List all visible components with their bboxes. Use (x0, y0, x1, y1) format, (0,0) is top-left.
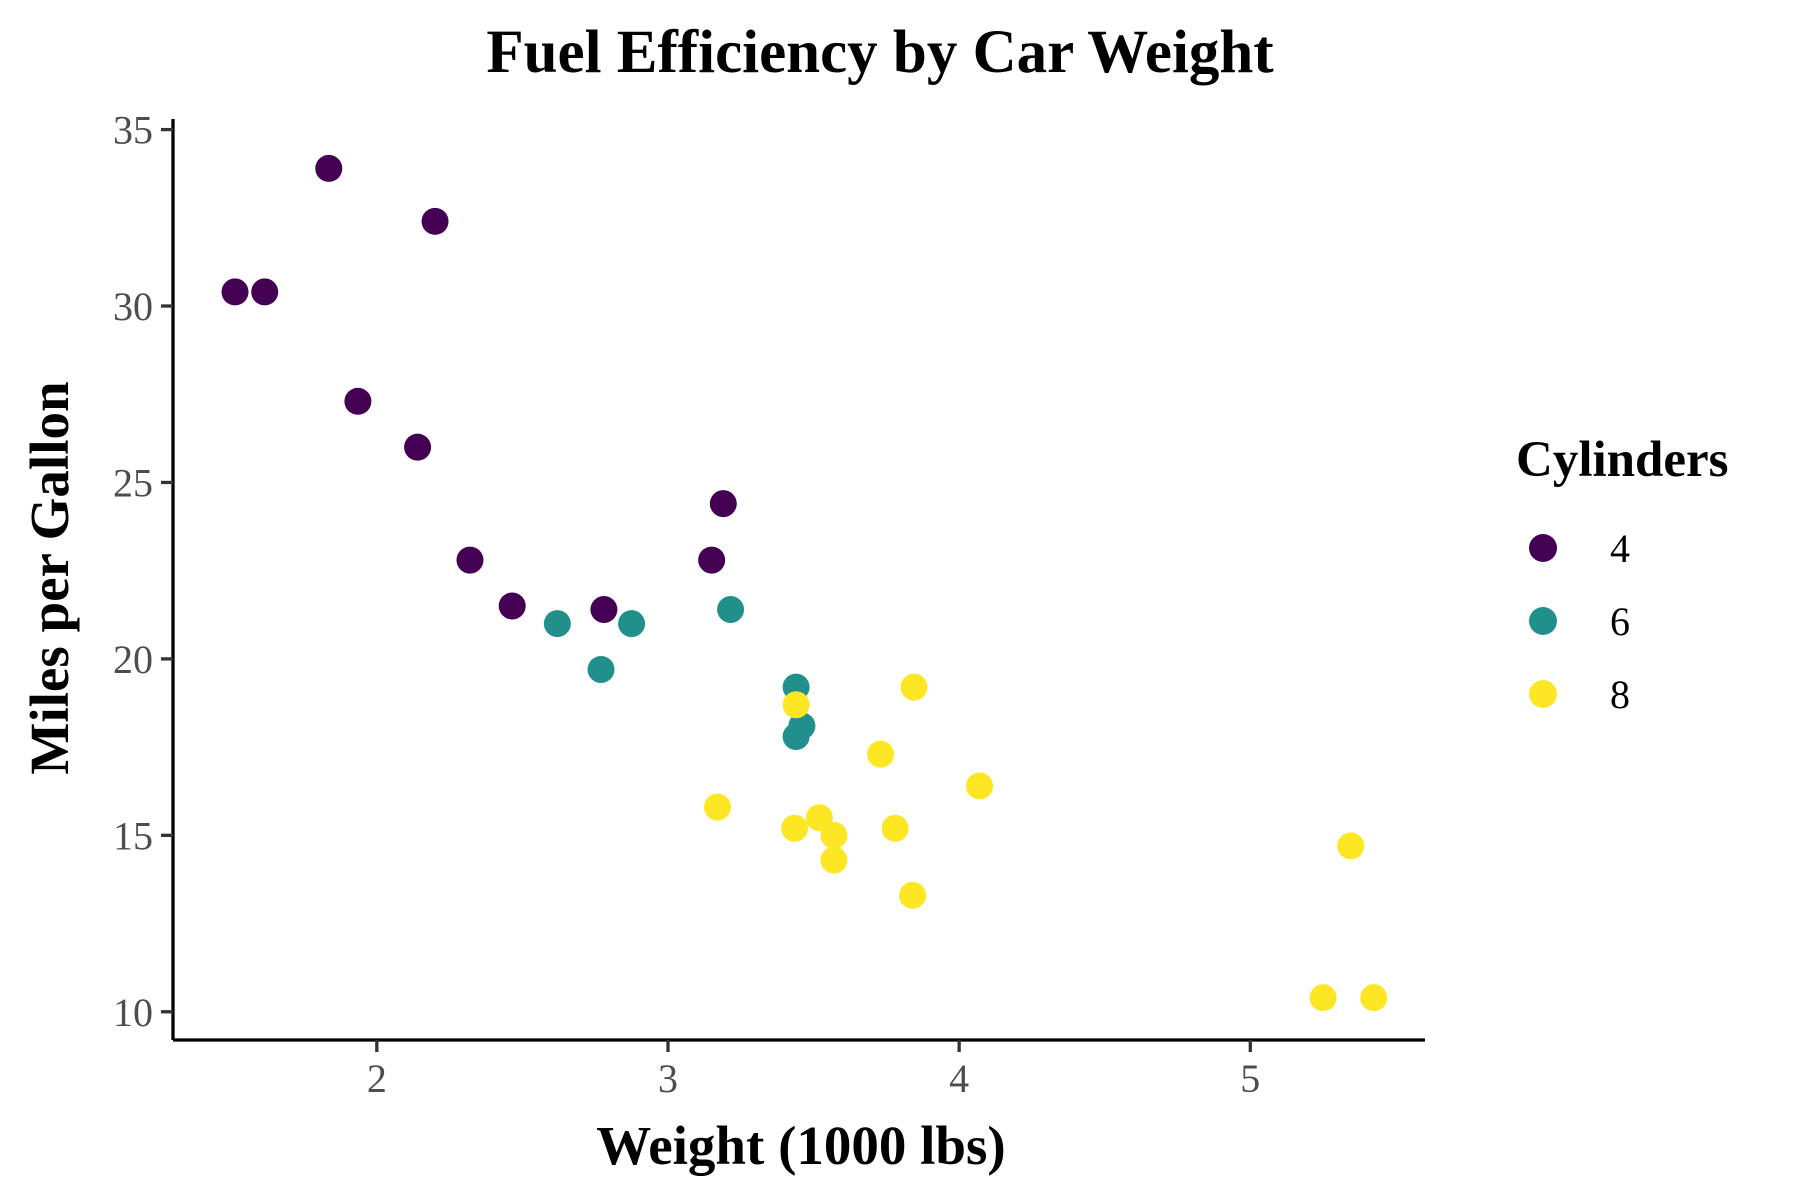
y-tick-label: 10 (113, 990, 153, 1035)
data-point-cyl-4 (315, 154, 343, 182)
data-point-cyl-8 (1337, 832, 1365, 860)
data-point-cyl-4 (251, 278, 279, 306)
legend-label: 8 (1610, 672, 1630, 717)
y-tick-label: 35 (113, 108, 153, 153)
data-point-cyl-4 (709, 490, 737, 518)
data-point-cyl-4 (421, 207, 449, 235)
x-tick-label: 2 (367, 1056, 387, 1101)
data-point-cyl-4 (456, 546, 484, 574)
legend-swatch (1529, 534, 1557, 562)
x-axis-title: Weight (1000 lbs) (596, 1115, 1005, 1176)
legend-item-6: 6 (1529, 599, 1630, 644)
data-points (221, 154, 1388, 1012)
data-point-cyl-8 (881, 814, 909, 842)
data-point-cyl-4 (221, 278, 249, 306)
y-axis: 10 15 20 25 30 35 (113, 108, 175, 1040)
data-point-cyl-6 (543, 610, 571, 638)
x-tick-label: 3 (658, 1056, 678, 1101)
y-tick-label: 25 (113, 460, 153, 505)
x-tick-label: 5 (1240, 1056, 1260, 1101)
data-point-cyl-6 (587, 655, 615, 683)
data-point-cyl-6 (618, 610, 646, 638)
y-tick-label: 15 (113, 813, 153, 858)
legend-swatch (1529, 680, 1557, 708)
chart-title: Fuel Efficiency by Car Weight (486, 19, 1274, 86)
data-point-cyl-8 (1309, 984, 1337, 1012)
data-point-cyl-8 (782, 691, 810, 719)
data-point-cyl-4 (698, 546, 726, 574)
legend: Cylinders 4 6 8 (1516, 432, 1729, 717)
data-point-cyl-4 (344, 387, 372, 415)
data-point-cyl-4 (404, 433, 432, 461)
data-point-cyl-8 (820, 846, 848, 874)
data-point-cyl-8 (966, 772, 994, 800)
data-point-cyl-6 (782, 723, 810, 751)
data-point-cyl-8 (900, 673, 928, 701)
legend-swatch (1529, 607, 1557, 635)
data-point-cyl-6 (717, 595, 745, 623)
legend-item-8: 8 (1529, 672, 1630, 717)
data-point-cyl-8 (781, 814, 809, 842)
y-tick-label: 30 (113, 284, 153, 329)
legend-label: 4 (1610, 526, 1630, 571)
y-tick-label: 20 (113, 637, 153, 682)
data-point-cyl-4 (498, 592, 526, 620)
data-point-cyl-4 (590, 595, 618, 623)
y-axis-title: Miles per Gallon (19, 381, 80, 774)
x-axis: 2 3 4 5 (173, 1038, 1425, 1101)
data-point-cyl-8 (1360, 984, 1388, 1012)
legend-label: 6 (1610, 599, 1630, 644)
legend-title: Cylinders (1516, 432, 1729, 488)
x-tick-label: 4 (949, 1056, 969, 1101)
legend-item-4: 4 (1529, 526, 1630, 571)
data-point-cyl-8 (867, 740, 895, 768)
data-point-cyl-8 (703, 793, 731, 821)
data-point-cyl-8 (899, 881, 927, 909)
data-point-cyl-8 (820, 821, 848, 849)
